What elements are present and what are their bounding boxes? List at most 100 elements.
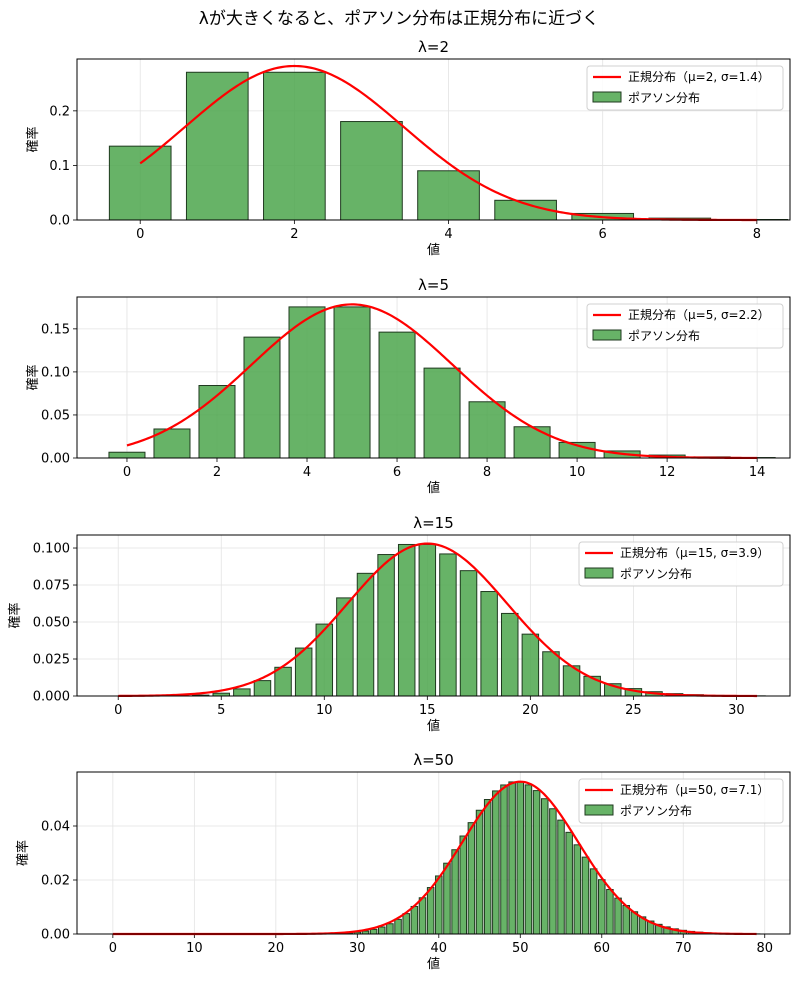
poisson-bar	[378, 331, 416, 459]
x-tick-label: 5	[217, 703, 225, 718]
normal-curve	[139, 64, 757, 222]
poisson-bar	[386, 923, 394, 935]
y-tick-label: 0.075	[33, 579, 70, 594]
poisson-bar	[468, 401, 506, 459]
x-tick-label: 10	[569, 465, 586, 480]
poisson-bar	[397, 543, 416, 697]
y-tick-label: 0.100	[33, 542, 70, 557]
x-tick-label: 8	[483, 465, 491, 480]
legend: 正規分布（μ=15, σ=3.9） ポアソン分布	[578, 541, 784, 587]
legend-label-normal: 正規分布（μ=15, σ=3.9）	[620, 545, 769, 560]
y-tick-label: 0.05	[41, 408, 70, 423]
x-tick-label: 12	[659, 465, 676, 480]
poisson-bar	[402, 913, 410, 935]
poisson-bar	[288, 306, 326, 459]
x-tick-label: 70	[675, 941, 692, 956]
axes-frame	[76, 58, 791, 221]
x-tick-label: 25	[625, 703, 642, 718]
x-tick-label: 15	[419, 703, 436, 718]
poisson-bar	[369, 928, 378, 935]
poisson-bar	[573, 844, 582, 935]
y-tick-label: 0.000	[33, 690, 70, 705]
poisson-bar	[521, 633, 540, 697]
y-tick-label: 0.00	[41, 928, 70, 943]
subplot-lambda-2: 0 2 4 6 8 0.0 0.1 0.2 λ=2 値 確率 正規分布（μ=2, σ=1.4） ポアソン…	[25, 38, 791, 258]
poisson-bar	[516, 781, 525, 935]
legend: 正規分布（μ=50, σ=7.1） ポアソン分布	[578, 778, 784, 824]
poisson-bar	[480, 591, 498, 697]
poisson-bar	[532, 790, 541, 935]
poisson-bar	[549, 808, 557, 935]
poisson-bar	[198, 385, 236, 459]
poisson-bar	[185, 71, 249, 221]
legend-bar-swatch	[592, 329, 622, 341]
y-tick-label: 0.00	[41, 452, 70, 467]
poisson-bar	[492, 790, 500, 935]
x-tick-label: 10	[316, 703, 333, 718]
axes-frame	[76, 296, 791, 459]
x-tick-label: 6	[393, 465, 401, 480]
poisson-bar	[467, 822, 476, 935]
poisson-bar	[108, 145, 172, 221]
x-tick-label: 4	[444, 227, 452, 242]
poisson-bar	[426, 887, 435, 935]
x-tick-label: 10	[186, 941, 203, 956]
y-tick-label: 0.025	[33, 653, 70, 668]
poisson-bar	[565, 831, 573, 935]
x-tick-label: 0	[123, 465, 131, 480]
subplot-title: λ=5	[418, 276, 449, 294]
poisson-bar	[243, 336, 281, 459]
axes-frame	[76, 771, 791, 935]
legend-box	[586, 303, 784, 349]
poisson-bar	[459, 835, 468, 935]
legend-label-normal: 正規分布（μ=50, σ=7.1）	[620, 782, 769, 797]
subplot-title: λ=2	[418, 38, 449, 56]
legend: 正規分布（μ=5, σ=2.2） ポアソン分布	[586, 303, 784, 349]
poisson-bar	[598, 879, 606, 935]
poisson-bar	[274, 666, 292, 697]
x-tick-label: 2	[290, 227, 298, 242]
poisson-bar	[377, 926, 386, 935]
x-axis-label: 値	[427, 718, 440, 734]
poisson-bar	[439, 553, 457, 697]
poisson-bar	[508, 781, 516, 935]
x-axis-label: 値	[427, 956, 440, 972]
poisson-bar	[459, 570, 478, 697]
x-tick-label: 20	[522, 703, 539, 718]
poisson-bar	[233, 688, 251, 697]
poisson-bar	[500, 784, 508, 935]
legend-bar-swatch	[584, 567, 614, 579]
poisson-bar	[410, 905, 419, 935]
legend-box	[578, 541, 784, 587]
subplot-title: λ=15	[413, 514, 454, 532]
poisson-bar	[435, 875, 443, 935]
y-axis-label: 確率	[15, 840, 31, 866]
y-axis-label: 確率	[25, 126, 41, 152]
legend-box	[578, 778, 784, 824]
figure-suptitle: λが大きくなると、ポアソン分布は正規分布に近づく	[199, 9, 599, 29]
poisson-bar	[333, 306, 371, 459]
x-tick-label: 30	[728, 703, 745, 718]
x-tick-label: 0	[109, 941, 117, 956]
legend-label-normal: 正規分布（μ=5, σ=2.2）	[628, 307, 770, 322]
x-axis-label: 値	[427, 480, 440, 496]
x-tick-label: 0	[136, 227, 144, 242]
legend-label-poisson: ポアソン分布	[628, 329, 700, 343]
poisson-bar	[418, 543, 437, 697]
poisson-bar	[513, 426, 551, 459]
legend-bar-swatch	[592, 91, 622, 103]
poisson-bar	[356, 572, 375, 697]
poisson-bar	[443, 862, 451, 935]
x-axis-label: 値	[427, 242, 440, 258]
poisson-bar	[418, 897, 427, 935]
poisson-bar	[253, 680, 272, 697]
x-tick-label: 40	[431, 941, 448, 956]
x-tick-label: 6	[599, 227, 607, 242]
legend-label-poisson: ポアソン分布	[620, 804, 692, 818]
poisson-bar	[340, 121, 403, 221]
legend: 正規分布（μ=2, σ=1.4） ポアソン分布	[586, 65, 784, 111]
x-tick-label: 8	[753, 227, 761, 242]
subplot-lambda-5: 0 2 4 6 8 10 12 14 0.00 0.05 0.10 0.15 λ=5 値 確率 正規分布（μ=…	[25, 276, 791, 496]
poisson-bar	[606, 889, 614, 935]
y-tick-label: 0.0	[49, 214, 70, 229]
